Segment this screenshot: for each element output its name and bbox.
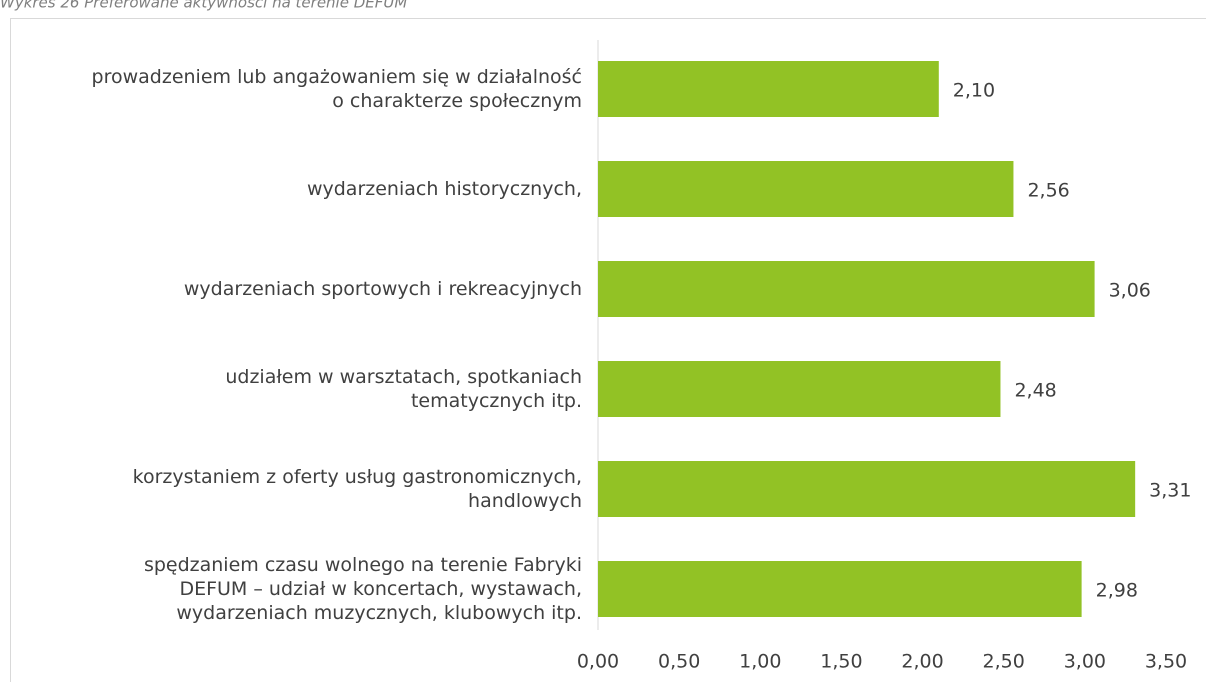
chart-frame [10, 18, 1206, 682]
y-tick-label: wydarzeniach historycznych, [307, 178, 582, 200]
label-line: prowadzeniem lub angażowaniem się w dzia… [92, 66, 582, 88]
x-tick-label: 2,00 [901, 651, 943, 673]
data-label: 3,06 [1109, 280, 1151, 302]
data-label: 3,31 [1149, 480, 1191, 502]
x-tick-label: 1,50 [820, 651, 862, 673]
y-tick-label: spędzaniem czasu wolnego na terenie Fabr… [144, 554, 582, 624]
label-line: korzystaniem z oferty usług gastronomicz… [133, 466, 582, 488]
label-line: spędzaniem czasu wolnego na terenie Fabr… [144, 554, 582, 576]
bar [598, 561, 1082, 617]
label-line: tematycznych itp. [411, 390, 582, 412]
bar [598, 261, 1095, 317]
data-label: 2,56 [1027, 180, 1069, 202]
data-label: 2,48 [1014, 380, 1056, 402]
data-label: 2,10 [953, 80, 995, 102]
x-tick-label: 3,00 [1064, 651, 1106, 673]
x-tick-label: 1,00 [739, 651, 781, 673]
label-line: udziałem w warsztatach, spotkaniach [225, 366, 582, 388]
y-tick-label: udziałem w warsztatach, spotkaniach temat… [225, 366, 582, 412]
x-tick-label: 3,50 [1145, 651, 1187, 673]
label-line: handlowych [468, 490, 582, 512]
label-line: DEFUM – udział w koncertach, wystawach, [179, 578, 582, 600]
bar [598, 61, 939, 117]
x-tick-label: 2,50 [983, 651, 1025, 673]
chart-title: Wykres 26 Preferowane aktywności na tere… [0, 0, 407, 12]
bar [598, 361, 1001, 417]
label-line: wydarzeniach historycznych, [307, 178, 582, 200]
y-tick-label: prowadzeniem lub angażowaniem się w dzia… [92, 66, 582, 112]
bar [598, 161, 1014, 217]
bar [598, 461, 1136, 517]
data-label: 2,98 [1096, 580, 1138, 602]
label-line: o charakterze społecznym [332, 90, 582, 112]
y-tick-label: wydarzeniach sportowych i rekreacyjnych [184, 278, 582, 300]
x-tick-label: 0,50 [658, 651, 700, 673]
x-tick-label: 0,00 [577, 651, 619, 673]
label-line: wydarzeniach muzycznych, klubowych itp. [176, 602, 582, 624]
label-line: wydarzeniach sportowych i rekreacyjnych [184, 278, 582, 300]
y-tick-label: korzystaniem z oferty usług gastronomicz… [133, 466, 582, 512]
